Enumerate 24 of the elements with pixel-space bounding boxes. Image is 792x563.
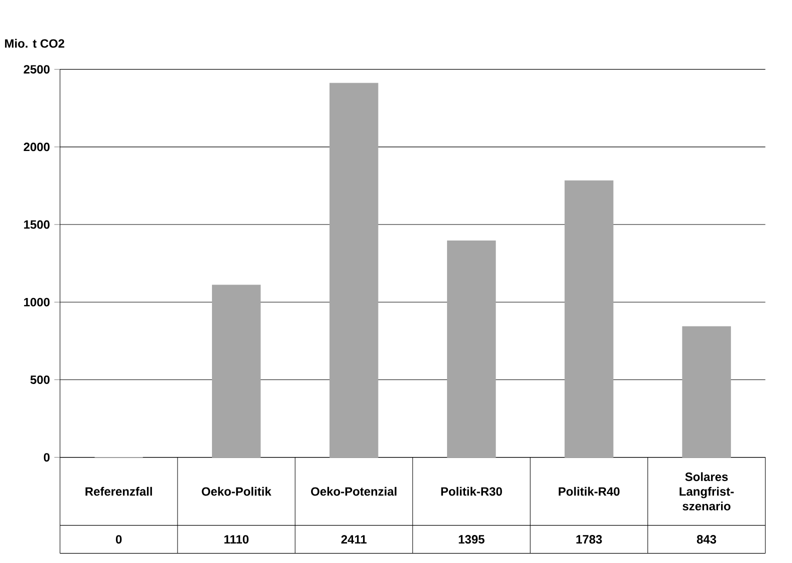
data-label: 0 — [116, 535, 122, 544]
y-axis-title: Mio. t CO2 — [5, 39, 64, 48]
bar — [682, 326, 731, 458]
x-tick-label: Oeko-Potenzial — [311, 487, 396, 496]
x-tick-label: Solares Langfrist-szenario — [680, 472, 734, 511]
y-tick-label: 2500 — [24, 65, 50, 74]
y-tick-label: 2000 — [24, 142, 50, 152]
data-label: 1110 — [224, 535, 249, 544]
data-label: 1783 — [576, 535, 602, 544]
x-tick-label: Oeko-Politik — [202, 487, 272, 496]
x-tick-label: Politik-R40 — [558, 487, 620, 496]
x-tick-label: Politik-R30 — [441, 487, 502, 496]
data-label: 1395 — [458, 535, 484, 544]
y-tick-label: 1500 — [24, 220, 50, 229]
bar — [564, 180, 614, 458]
data-label: 843 — [696, 535, 716, 544]
y-tick-label: 0 — [44, 453, 50, 462]
bar — [447, 240, 496, 458]
y-tick-label: 500 — [30, 376, 50, 384]
y-tick-label: 1000 — [24, 298, 50, 307]
bar — [212, 284, 261, 458]
bar — [330, 83, 378, 458]
x-tick-label: Referenzfall — [86, 487, 152, 496]
data-label: 2411 — [341, 535, 367, 544]
